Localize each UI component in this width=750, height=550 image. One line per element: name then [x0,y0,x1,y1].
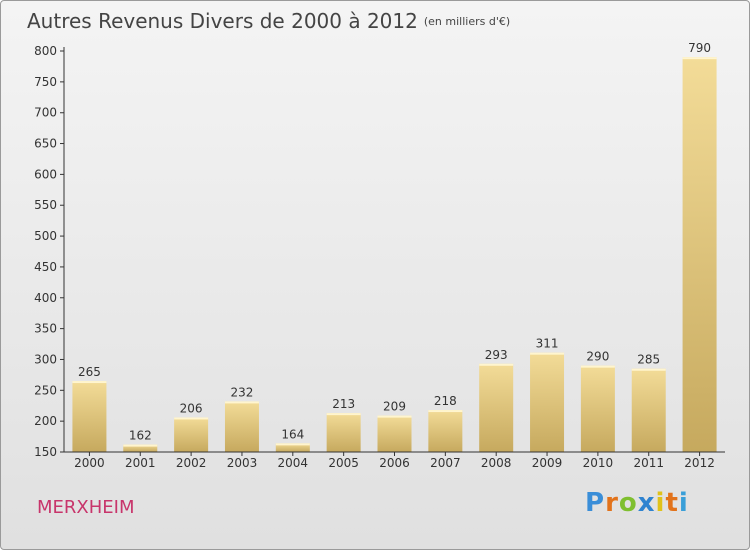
y-tick-label: 800 [34,44,57,58]
bar-2006 [377,415,412,452]
bar-2002 [174,417,209,452]
bar-2007 [428,410,463,452]
x-tick-label: 2007 [430,456,461,470]
value-label: 209 [383,400,406,414]
y-tick-label: 300 [34,352,57,366]
bar-highlight [631,368,666,371]
bar-2005 [326,413,361,452]
y-tick-label: 750 [34,75,57,89]
logo-letter: i [678,488,689,518]
logo-letter: r [605,488,619,518]
y-tick-label: 250 [34,383,57,397]
bar-highlight [275,443,310,446]
bar-highlight [682,57,717,60]
x-tick-label: 2003 [227,456,258,470]
logo-letter: t [665,488,679,518]
bar-2000 [72,381,107,452]
value-label: 290 [586,350,609,364]
bar-2003 [224,401,259,452]
y-tick-label: 350 [34,322,57,336]
value-label: 285 [637,353,660,367]
y-tick-label: 600 [34,167,57,181]
logo-letter: i [655,488,666,518]
value-label: 162 [129,429,152,443]
x-tick-label: 2012 [684,456,715,470]
value-label: 265 [78,365,101,379]
chart-title: Autres Revenus Divers de 2000 à 2012 (en … [27,9,510,33]
city-name: MERXHEIM [37,497,135,518]
value-label: 213 [332,397,355,411]
chart-unit: (en milliers d'€) [423,15,511,28]
bar-highlight [428,410,463,413]
x-tick-label: 2009 [532,456,563,470]
bar-2008 [479,363,514,452]
bar-highlight [479,363,514,366]
bar-highlight [72,381,107,384]
bar-highlight [530,352,565,355]
bar-2010 [580,365,615,452]
bar-highlight [377,415,412,418]
y-tick-label: 550 [34,198,57,212]
value-label: 218 [434,394,457,408]
value-label: 164 [281,427,304,441]
bar-highlight [123,444,158,447]
x-tick-label: 2002 [176,456,207,470]
y-tick-label: 650 [34,137,57,151]
bar-highlight [224,401,259,404]
chart-title-text: Autres Revenus Divers de 2000 à 2012 [27,9,418,33]
logo-letter: o [618,488,638,518]
x-tick-label: 2010 [583,456,614,470]
logo-letter: P [585,488,606,518]
x-tick-label: 2011 [633,456,664,470]
y-tick-label: 700 [34,106,57,120]
bar-highlight [174,417,209,420]
x-tick-label: 2008 [481,456,512,470]
x-tick-label: 2006 [379,456,410,470]
value-label: 790 [688,41,711,55]
bar-2001 [123,444,158,452]
logo-letter: x [637,488,656,518]
x-tick-label: 2000 [74,456,105,470]
bar-2004 [275,443,310,452]
bar-2011 [631,368,666,452]
y-tick-label: 400 [34,291,57,305]
value-label: 232 [231,385,254,399]
bar-highlight [580,365,615,368]
y-tick-label: 200 [34,414,57,428]
y-tick-label: 150 [34,445,57,459]
proxiti-logo: Proxiti [585,488,689,518]
y-tick-label: 450 [34,260,57,274]
value-label: 293 [485,348,508,362]
bar-2009 [530,352,565,452]
value-label: 206 [180,401,203,415]
x-tick-label: 2005 [328,456,359,470]
y-tick-label: 500 [34,229,57,243]
x-tick-label: 2001 [125,456,156,470]
bar-highlight [326,413,361,416]
bar-2012 [682,57,717,453]
value-label: 311 [536,337,559,351]
x-tick-label: 2004 [278,456,309,470]
